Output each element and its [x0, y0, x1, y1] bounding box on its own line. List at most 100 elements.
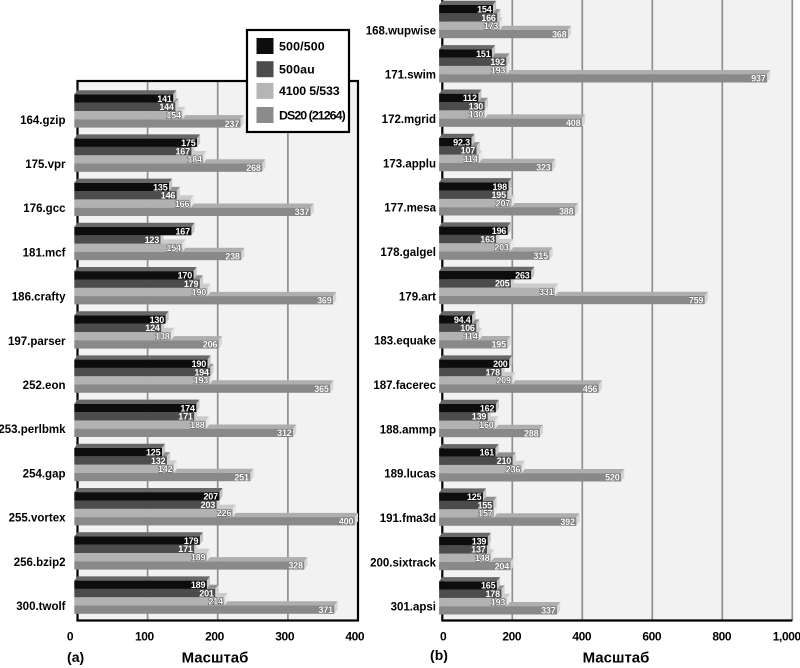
svg-text:137: 137: [471, 545, 486, 555]
svg-text:255.vortex: 255.vortex: [9, 513, 67, 525]
svg-text:94.4: 94.4: [454, 315, 471, 325]
svg-text:400: 400: [345, 630, 365, 644]
svg-text:146: 146: [161, 191, 176, 201]
svg-text:186.crafty: 186.crafty: [12, 292, 66, 304]
svg-text:166: 166: [481, 13, 496, 23]
svg-text:315: 315: [533, 251, 548, 261]
svg-text:226: 226: [217, 508, 232, 518]
svg-text:154: 154: [166, 243, 181, 253]
svg-text:237: 237: [225, 119, 240, 129]
svg-text:141: 141: [157, 94, 172, 104]
svg-text:192: 192: [490, 57, 505, 67]
svg-text:195: 195: [491, 190, 506, 200]
svg-text:365: 365: [314, 384, 329, 394]
svg-text:106: 106: [460, 323, 475, 333]
svg-text:500au: 500au: [279, 63, 315, 77]
svg-text:288: 288: [524, 428, 539, 438]
svg-text:Масштаб: Масштаб: [583, 650, 650, 667]
svg-text:206: 206: [203, 340, 218, 350]
svg-text:209: 209: [496, 376, 511, 386]
svg-text:132: 132: [151, 456, 166, 466]
svg-text:179.art: 179.art: [399, 291, 436, 303]
svg-text:204: 204: [495, 561, 510, 571]
svg-text:160: 160: [479, 420, 494, 430]
svg-text:368: 368: [552, 29, 567, 39]
svg-text:268: 268: [246, 163, 261, 173]
svg-text:195: 195: [491, 340, 506, 350]
svg-text:172.mgrid: 172.mgrid: [382, 114, 436, 126]
svg-text:114: 114: [464, 331, 478, 341]
svg-text:301.apsi: 301.apsi: [391, 602, 436, 614]
svg-text:4100 5/533: 4100 5/533: [279, 84, 340, 98]
svg-text:236: 236: [506, 464, 521, 474]
svg-text:(a): (a): [67, 649, 84, 665]
svg-text:175: 175: [181, 138, 196, 148]
svg-text:178: 178: [485, 589, 500, 599]
svg-text:162: 162: [480, 403, 495, 413]
svg-text:124: 124: [145, 323, 160, 333]
svg-text:193: 193: [491, 597, 506, 607]
svg-text:200.sixtrack: 200.sixtrack: [370, 557, 436, 569]
svg-text:337: 337: [541, 606, 556, 616]
svg-text:179: 179: [184, 279, 199, 289]
svg-text:148: 148: [475, 553, 490, 563]
svg-text:300: 300: [275, 630, 295, 644]
svg-text:164.gzip: 164.gzip: [20, 115, 65, 127]
svg-text:157: 157: [478, 509, 493, 519]
svg-text:138: 138: [155, 331, 170, 341]
svg-text:800: 800: [712, 630, 732, 644]
svg-text:600: 600: [642, 630, 662, 644]
svg-text:191.fma3d: 191.fma3d: [380, 513, 436, 525]
svg-text:200: 200: [493, 359, 508, 369]
svg-text:937: 937: [751, 74, 766, 84]
svg-text:388: 388: [559, 207, 574, 217]
svg-text:392: 392: [560, 517, 575, 527]
svg-text:112: 112: [463, 93, 477, 103]
svg-text:125: 125: [467, 492, 482, 502]
svg-text:178: 178: [485, 367, 500, 377]
svg-text:210: 210: [497, 456, 512, 466]
svg-text:175.vpr: 175.vpr: [25, 159, 66, 171]
svg-text:171.swim: 171.swim: [385, 70, 436, 82]
svg-text:142: 142: [158, 464, 173, 474]
svg-text:100: 100: [135, 630, 155, 644]
svg-text:369: 369: [317, 296, 332, 306]
svg-text:177.mesa: 177.mesa: [384, 203, 436, 215]
svg-text:Масштаб: Масштаб: [182, 650, 249, 667]
svg-text:130: 130: [469, 101, 484, 111]
svg-text:759: 759: [689, 295, 704, 305]
svg-text:193: 193: [194, 376, 209, 386]
svg-text:123: 123: [145, 235, 160, 245]
svg-text:165: 165: [481, 581, 496, 591]
svg-text:207: 207: [203, 492, 218, 502]
svg-text:201: 201: [199, 588, 214, 598]
svg-text:171: 171: [178, 544, 193, 554]
svg-text:154: 154: [477, 4, 492, 14]
svg-text:190: 190: [192, 359, 207, 369]
svg-text:337: 337: [295, 207, 310, 217]
svg-text:173: 173: [484, 21, 499, 31]
svg-text:263: 263: [515, 270, 530, 280]
svg-text:189: 189: [191, 580, 206, 590]
svg-text:107: 107: [461, 146, 476, 156]
svg-text:197.parser: 197.parser: [8, 336, 66, 348]
svg-text:114: 114: [464, 154, 478, 164]
svg-text:170: 170: [178, 271, 193, 281]
svg-text:331: 331: [539, 287, 554, 297]
svg-text:300.twolf: 300.twolf: [16, 601, 65, 613]
svg-text:198: 198: [492, 182, 507, 192]
svg-text:188.ammp: 188.ammp: [380, 424, 436, 436]
svg-text:254.gap: 254.gap: [23, 468, 66, 480]
svg-text:125: 125: [146, 447, 161, 457]
svg-text:328: 328: [288, 561, 303, 571]
svg-text:251: 251: [234, 472, 249, 482]
svg-text:174: 174: [180, 403, 195, 413]
svg-text:183.equake: 183.equake: [374, 336, 436, 348]
svg-text:167: 167: [175, 146, 190, 156]
svg-text:144: 144: [159, 102, 174, 112]
svg-text:193: 193: [491, 65, 506, 75]
svg-text:DS20 (21264): DS20 (21264): [279, 108, 346, 122]
svg-text:151: 151: [476, 49, 491, 59]
svg-text:207: 207: [496, 198, 511, 208]
svg-text:253.perlbmk: 253.perlbmk: [0, 424, 66, 436]
